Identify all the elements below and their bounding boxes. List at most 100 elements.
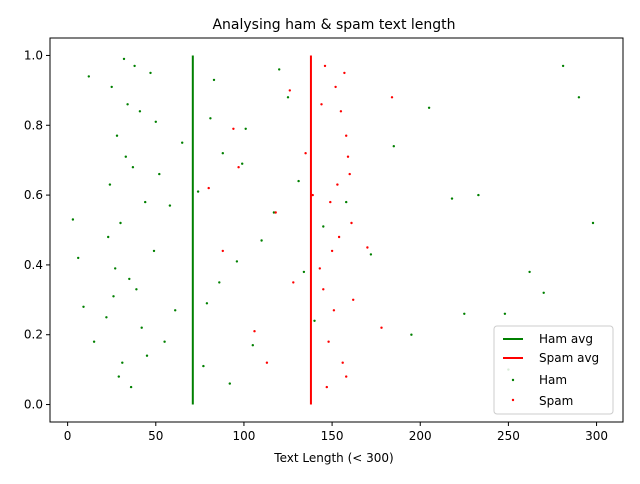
spam-point [345,134,348,137]
ham-point [122,57,126,61]
ham-point [205,302,209,305]
ham-point [477,193,480,197]
spam-point [343,71,346,75]
ham-point [126,103,129,106]
ham-point [528,270,531,274]
ham-point [313,319,316,322]
legend: Ham avg Spam avg Ham Spam [493,325,614,415]
spam-point [345,375,348,378]
legend-spam-avg-label: Spam avg [539,351,599,365]
x-axis-ticks: 0 50 100 150 200 250 300 [64,422,608,443]
spam-point [304,152,307,155]
spam-point [323,64,327,68]
ham-point [92,340,96,343]
ham-point [133,64,136,68]
ham-point [450,197,454,200]
y-tick-label: 0.4 [24,258,43,272]
ham-point [128,277,131,281]
ham-point [181,141,184,144]
spam-point [322,288,325,291]
ham-point [591,221,595,225]
ham-point [503,312,507,315]
ham-point [154,120,157,124]
x-tick-label: 300 [585,429,608,443]
chart-title: Analysing ham & spam text length [212,17,455,33]
spam-point [318,267,321,270]
ham-point [369,253,373,256]
points-layer [71,57,595,389]
ham-point [542,291,545,294]
spam-point [337,235,341,239]
spam-point [311,193,314,197]
ham-point [119,221,122,225]
ham-point [158,172,161,176]
spam-point [336,183,339,186]
ham-point [112,295,115,298]
spam-point [334,85,337,89]
ham-point [149,71,152,75]
x-tick-label: 150 [321,429,344,443]
ham-point [427,106,431,110]
ham-point [144,200,147,204]
ham-point [71,218,75,221]
ham-point [218,281,221,284]
spam-point [207,186,210,190]
ham-point [114,267,117,270]
legend-ham-marker [511,378,515,382]
y-tick-label: 0.2 [24,328,43,342]
spam-point [329,200,332,204]
spam-point [232,127,235,130]
spam-point [320,103,323,106]
spam-point [341,361,344,364]
ham-point [105,316,108,319]
y-tick-label: 1.0 [24,48,43,62]
ham-point [463,312,466,315]
legend-spam-label: Spam [539,394,573,408]
ham-point [138,110,142,113]
spam-point [348,172,351,176]
x-axis-label: Text Length (< 300) [273,451,393,465]
ham-point [410,333,413,336]
spam-point [292,281,295,284]
ham-point [107,235,110,239]
ham-point [297,179,300,183]
ham-point [145,354,149,357]
ham-point [135,288,138,291]
ham-point [345,200,348,204]
average-lines [191,55,312,405]
spam-point [380,326,383,329]
legend-ham-avg-label: Ham avg [539,332,593,346]
ham-point [212,78,216,82]
ham-point [577,96,581,99]
y-tick-label: 0.6 [24,188,43,202]
ham-point [302,270,306,274]
ham-point [168,204,172,207]
ham-point [221,152,224,155]
ham-point [129,385,133,389]
ham-point [140,326,143,329]
spam-point [332,309,336,312]
y-tick-label: 0.0 [24,398,43,412]
ham-point [152,249,156,253]
spam-point [346,155,350,158]
spam-point [327,340,330,343]
ham-point [131,166,135,169]
plot-frame [49,37,624,423]
x-tick-label: 250 [497,429,520,443]
ham-point [87,75,91,78]
ham-point [392,145,395,148]
ham-point [272,211,276,214]
ham-point [77,256,80,260]
ham-point [228,382,231,385]
ham-point [286,96,290,99]
spam-point [265,361,269,364]
ham-point [241,162,244,165]
legend-ham-label: Ham [539,373,567,387]
ham-point [209,117,212,120]
spam-point [237,166,240,169]
ham-point [322,225,325,228]
x-tick-label: 200 [409,429,432,443]
x-tick-label: 100 [232,429,255,443]
